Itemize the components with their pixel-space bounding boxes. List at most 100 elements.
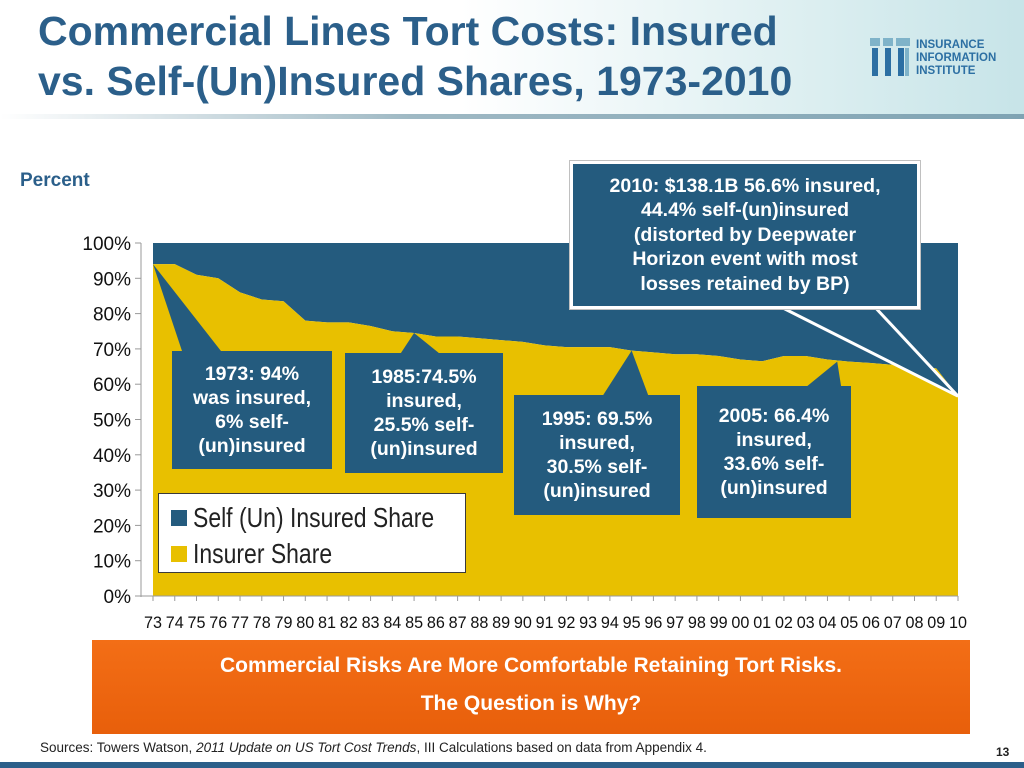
x-tick-label: 02: [775, 613, 793, 632]
x-tick-label: 89: [492, 613, 510, 632]
x-tick-label: 83: [362, 613, 380, 632]
x-tick-label: 79: [275, 613, 293, 632]
logo-line-1: INSURANCE: [916, 39, 985, 51]
callout-1995-line-3: 30.5% self-: [546, 456, 648, 478]
y-axis-label: Percent: [20, 170, 90, 191]
x-tick-label: 01: [753, 613, 771, 632]
callout-2010: 2010: $138.1B 56.6% insured, 44.4% self-…: [570, 161, 920, 309]
x-tick-label: 78: [253, 613, 271, 632]
callout-2005-line-3: 33.6% self-: [723, 453, 825, 475]
banner-line-2: The Question is Why?: [420, 692, 642, 715]
footer-bar: [0, 762, 1024, 768]
callout-2005-line-2: insured,: [736, 429, 812, 451]
iii-logo-icon: [870, 38, 910, 76]
y-tick-label: 0%: [104, 587, 132, 608]
callout-2010-line-1: 2010: $138.1B 56.6% insured,: [609, 174, 881, 197]
x-tick-label: 94: [601, 613, 619, 632]
logo-line-2: INFORMATION: [916, 52, 997, 64]
legend-label-insurer: Insurer Share: [193, 538, 333, 569]
callout-2005-line-4: (un)insured: [720, 477, 828, 499]
x-tick-label: 07: [884, 613, 902, 632]
x-tick-label: 95: [623, 613, 641, 632]
x-tick-label: 85: [405, 613, 423, 632]
y-tick-label: 90%: [93, 269, 131, 290]
x-tick-label: 84: [383, 613, 401, 632]
x-tick-label: 91: [536, 613, 554, 632]
source-suffix: , III Calculations based on data from Ap…: [416, 740, 707, 755]
chart-legend: Self (Un) Insured Share Insurer Share: [158, 493, 466, 573]
callout-1973: 1973: 94% was insured, 6% self- (un)insu…: [172, 351, 332, 469]
banner-line-1: Commercial Risks Are More Comfortable Re…: [220, 654, 842, 677]
x-tick-label: 73: [144, 613, 162, 632]
x-tick-label: 10: [949, 613, 967, 632]
logo-line-3: INSTITUTE: [916, 65, 976, 77]
y-tick-label: 80%: [93, 305, 131, 326]
x-tick-label: 99: [710, 613, 728, 632]
takeaway-banner: Commercial Risks Are More Comfortable Re…: [92, 640, 970, 734]
callout-1985-line-2: insured,: [386, 390, 462, 412]
x-tick-label: 08: [905, 613, 923, 632]
y-tick-label: 20%: [93, 516, 131, 537]
x-tick-label: 87: [449, 613, 467, 632]
callout-1985-line-3: 25.5% self-: [373, 414, 475, 436]
x-tick-label: 04: [818, 613, 836, 632]
x-tick-label: 81: [318, 613, 336, 632]
y-tick-label: 30%: [93, 481, 131, 502]
page-title: Commercial Lines Tort Costs: Insured vs.…: [38, 6, 858, 106]
y-tick-label: 60%: [93, 375, 131, 396]
x-tick-label: 97: [666, 613, 684, 632]
pointer-1973: [153, 264, 228, 360]
callout-1973-line-4: (un)insured: [198, 435, 306, 457]
pointer-1995: [600, 350, 650, 400]
x-tick-label: 76: [209, 613, 227, 632]
callout-1973-line-3: 6% self-: [215, 411, 289, 433]
legend-item-insurer: Insurer Share: [171, 538, 363, 570]
callout-1985-line-4: (un)insured: [370, 438, 478, 460]
x-tick-label: 93: [579, 613, 597, 632]
callout-1973-line-1: 1973: 94%: [204, 363, 300, 385]
y-tick-label: 70%: [93, 340, 131, 361]
x-tick-label: 88: [470, 613, 488, 632]
callout-1985-line-1: 1985:74.5%: [371, 366, 477, 388]
y-tick-label: 50%: [93, 411, 131, 432]
y-tick-label: 100%: [82, 234, 131, 255]
x-tick-label: 82: [340, 613, 358, 632]
title-line-2: vs. Self-(Un)Insured Shares, 1973-2010: [38, 58, 793, 104]
page-number: 13: [996, 745, 1010, 759]
x-tick-label: 96: [644, 613, 662, 632]
title-line-1: Commercial Lines Tort Costs: Insured: [38, 8, 778, 54]
callout-2010-line-5: losses retained by BP): [640, 272, 850, 295]
header-band: [0, 0, 1024, 118]
callout-2010-line-2: 44.4% self-(un)insured: [640, 199, 850, 222]
y-tick-label: 10%: [93, 552, 131, 573]
x-tick-label: 77: [231, 613, 249, 632]
callout-1995-line-2: insured,: [559, 432, 635, 454]
legend-swatch-insurer: [171, 546, 187, 562]
tort-share-chart: 0%10%20%30%40%50%60%70%80%90%100%73 74 75 7…: [82, 234, 967, 632]
x-tick-label: 09: [927, 613, 945, 632]
x-tick-label: 90: [514, 613, 532, 632]
x-tick-label: 92: [557, 613, 575, 632]
callout-2010-line-4: Horizon event with most: [632, 248, 858, 271]
legend-label-self: Self (Un) Insured Share: [193, 502, 435, 533]
x-tick-label: 06: [862, 613, 880, 632]
x-tick-label: 74: [166, 613, 184, 632]
callout-1973-line-2: was insured,: [192, 387, 312, 409]
x-tick-label: 75: [188, 613, 206, 632]
callout-1985: 1985:74.5% insured, 25.5% self- (un)insu…: [345, 353, 503, 473]
source-title: 2011 Update on US Tort Cost Trends: [196, 740, 417, 755]
y-tick-label: 40%: [93, 446, 131, 467]
iii-logo: INSURANCE INFORMATION INSTITUTE: [868, 34, 1018, 84]
callout-1995-line-4: (un)insured: [543, 480, 651, 502]
source-note: Sources: Towers Watson, 2011 Update on U…: [40, 740, 707, 755]
x-tick-label: 03: [797, 613, 815, 632]
legend-item-self: Self (Un) Insured Share: [171, 502, 487, 534]
callout-1995: 1995: 69.5% insured, 30.5% self- (un)ins…: [514, 395, 680, 515]
logo-wordmark: INSURANCE INFORMATION INSTITUTE: [916, 39, 996, 78]
x-tick-label: 98: [688, 613, 706, 632]
header-divider: [0, 114, 1024, 119]
callout-1995-line-1: 1995: 69.5%: [541, 408, 653, 430]
x-tick-label: 05: [840, 613, 858, 632]
callout-2010-line-3: (distorted by Deepwater: [633, 223, 857, 246]
x-tick-label: 00: [731, 613, 749, 632]
